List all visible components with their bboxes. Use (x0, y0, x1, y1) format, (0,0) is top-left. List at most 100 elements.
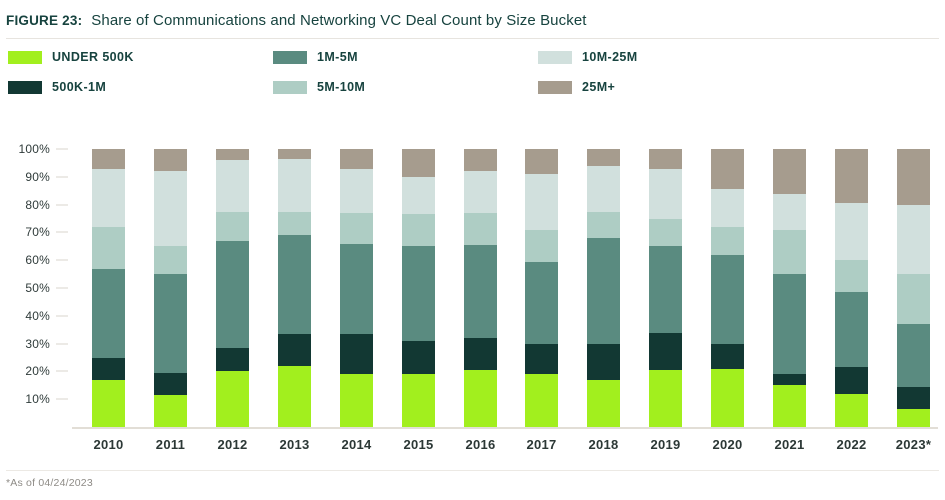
bar-segment[interactable] (464, 149, 497, 172)
bar-segment[interactable] (402, 340, 435, 375)
bar-segment[interactable] (402, 176, 435, 215)
bar-2021[interactable] (773, 149, 806, 427)
bar-segment[interactable] (525, 261, 558, 344)
legend-item-5m-10m[interactable]: 5M-10M (273, 78, 365, 96)
bar-segment[interactable] (711, 368, 744, 427)
bar-segment[interactable] (340, 243, 373, 334)
bar-segment[interactable] (587, 165, 620, 212)
bar-segment[interactable] (835, 260, 868, 293)
bar-segment[interactable] (278, 235, 311, 334)
bar-segment[interactable] (897, 324, 930, 387)
bar-segment[interactable] (649, 218, 682, 247)
bar-segment[interactable] (897, 408, 930, 427)
bar-segment[interactable] (278, 149, 311, 159)
bar-segment[interactable] (835, 149, 868, 204)
bar-segment[interactable] (525, 229, 558, 262)
bar-segment[interactable] (773, 193, 806, 230)
bar-segment[interactable] (340, 374, 373, 427)
bar-segment[interactable] (154, 395, 187, 427)
bar-segment[interactable] (649, 370, 682, 427)
bar-2012[interactable] (216, 149, 249, 427)
bar-2022[interactable] (835, 149, 868, 427)
bar-segment[interactable] (402, 149, 435, 177)
bar-segment[interactable] (216, 371, 249, 427)
bar-segment[interactable] (340, 149, 373, 169)
bar-segment[interactable] (216, 240, 249, 348)
bar-segment[interactable] (711, 149, 744, 190)
bar-segment[interactable] (835, 292, 868, 368)
bar-segment[interactable] (464, 338, 497, 371)
bar-segment[interactable] (649, 332, 682, 371)
bar-segment[interactable] (835, 367, 868, 394)
legend-item-1m-5m[interactable]: 1M-5M (273, 48, 358, 66)
bar-segment[interactable] (216, 160, 249, 212)
bar-segment[interactable] (587, 379, 620, 427)
bar-segment[interactable] (773, 229, 806, 275)
bar-segment[interactable] (154, 274, 187, 373)
bar-segment[interactable] (402, 374, 435, 427)
bar-segment[interactable] (897, 149, 930, 205)
bar-2014[interactable] (340, 149, 373, 427)
bar-segment[interactable] (773, 385, 806, 427)
bar-segment[interactable] (897, 274, 930, 325)
legend-item-under-500k[interactable]: UNDER 500K (8, 48, 134, 66)
bar-2019[interactable] (649, 149, 682, 427)
bar-segment[interactable] (773, 274, 806, 375)
bar-segment[interactable] (587, 211, 620, 238)
bar-segment[interactable] (711, 254, 744, 344)
bar-segment[interactable] (773, 374, 806, 386)
bar-2016[interactable] (464, 149, 497, 427)
bar-2020[interactable] (711, 149, 744, 427)
bar-segment[interactable] (402, 214, 435, 247)
bar-2017[interactable] (525, 149, 558, 427)
bar-segment[interactable] (92, 268, 125, 358)
bar-segment[interactable] (711, 226, 744, 255)
bar-segment[interactable] (92, 357, 125, 380)
bar-segment[interactable] (897, 386, 930, 409)
bar-segment[interactable] (216, 211, 249, 241)
bar-segment[interactable] (154, 372, 187, 396)
bar-segment[interactable] (587, 343, 620, 380)
legend-item-500k-1m[interactable]: 500K-1M (8, 78, 106, 96)
bar-segment[interactable] (525, 374, 558, 427)
bar-segment[interactable] (92, 226, 125, 269)
bar-segment[interactable] (340, 333, 373, 375)
bar-segment[interactable] (216, 347, 249, 372)
bar-2011[interactable] (154, 149, 187, 427)
bar-segment[interactable] (278, 333, 311, 366)
legend-item-25m[interactable]: 25M+ (538, 78, 615, 96)
bar-segment[interactable] (154, 149, 187, 172)
bar-segment[interactable] (835, 393, 868, 427)
bar-segment[interactable] (649, 149, 682, 169)
bar-2018[interactable] (587, 149, 620, 427)
bar-segment[interactable] (92, 168, 125, 227)
bar-segment[interactable] (587, 149, 620, 166)
bar-2015[interactable] (402, 149, 435, 427)
bar-segment[interactable] (402, 246, 435, 341)
bar-segment[interactable] (711, 189, 744, 227)
bar-segment[interactable] (464, 171, 497, 213)
bar-segment[interactable] (525, 174, 558, 230)
bar-segment[interactable] (464, 370, 497, 427)
bar-segment[interactable] (154, 171, 187, 247)
bar-segment[interactable] (340, 212, 373, 244)
bar-segment[interactable] (92, 149, 125, 169)
bar-segment[interactable] (897, 204, 930, 275)
bar-segment[interactable] (773, 149, 806, 194)
bar-segment[interactable] (278, 211, 311, 236)
bar-segment[interactable] (587, 238, 620, 344)
bar-segment[interactable] (835, 203, 868, 261)
bar-segment[interactable] (340, 168, 373, 213)
bar-segment[interactable] (464, 212, 497, 245)
bar-2010[interactable] (92, 149, 125, 427)
bar-2013[interactable] (278, 149, 311, 427)
bar-segment[interactable] (92, 379, 125, 427)
bar-segment[interactable] (278, 158, 311, 212)
bar-segment[interactable] (525, 149, 558, 175)
bar-segment[interactable] (216, 149, 249, 161)
bar-segment[interactable] (525, 343, 558, 375)
bar-segment[interactable] (711, 343, 744, 369)
bar-segment[interactable] (649, 168, 682, 219)
bar-segment[interactable] (154, 246, 187, 275)
legend-item-10m-25m[interactable]: 10M-25M (538, 48, 638, 66)
